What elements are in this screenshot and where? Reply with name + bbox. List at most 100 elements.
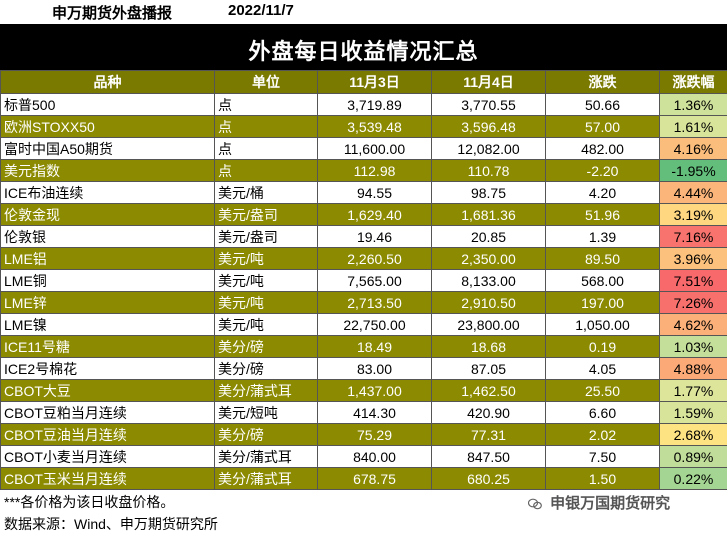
cell-unit: 美分/蒲式耳 bbox=[214, 467, 318, 490]
cell-name: LME铜 bbox=[0, 269, 215, 292]
cell-change: 51.96 bbox=[545, 203, 660, 226]
cell-day1: 22,750.00 bbox=[317, 313, 432, 336]
col-header-pct: 涨跌幅 bbox=[659, 70, 727, 94]
cell-change: 197.00 bbox=[545, 291, 660, 314]
table-row: LME铜 美元/吨 7,565.00 8,133.00 568.00 7.51% bbox=[0, 269, 727, 292]
cell-day1: 840.00 bbox=[317, 445, 432, 468]
watermark-text: 申银万国期货研究 bbox=[550, 495, 671, 512]
cell-day1: 11,600.00 bbox=[317, 137, 432, 160]
col-header-change: 涨跌 bbox=[545, 70, 660, 94]
cell-name: CBOT豆油当月连续 bbox=[0, 423, 215, 446]
cell-name: ICE布油连续 bbox=[0, 181, 215, 204]
cell-day2: 98.75 bbox=[431, 181, 546, 204]
table-row: 美元指数点 112.98 110.78 -2.20 -1.95% bbox=[0, 159, 727, 182]
cell-day2: 2,350.00 bbox=[431, 247, 546, 270]
report-date: 2022/11/7 bbox=[228, 2, 294, 19]
cell-pct: 1.36% bbox=[659, 93, 727, 116]
col-header-day2: 11月4日 bbox=[431, 70, 546, 94]
cell-unit: 美元/盎司 bbox=[214, 225, 318, 248]
cell-change: 1.39 bbox=[545, 225, 660, 248]
cell-name: LME锌 bbox=[0, 291, 215, 314]
cell-name: 伦敦银 bbox=[0, 225, 215, 248]
cell-day1: 1,629.40 bbox=[317, 203, 432, 226]
cell-pct: 4.88% bbox=[659, 357, 727, 380]
cell-name: CBOT大豆 bbox=[0, 379, 215, 402]
report-header: 申万期货外盘播报 2022/11/7 bbox=[0, 0, 727, 24]
cell-unit: 美分/磅 bbox=[214, 423, 318, 446]
cell-day1: 7,565.00 bbox=[317, 269, 432, 292]
cell-pct: 4.62% bbox=[659, 313, 727, 336]
cell-day1: 3,539.48 bbox=[317, 115, 432, 138]
table-row: 富时中国A50期货点 11,600.00 12,082.00 482.00 4.16% bbox=[0, 137, 727, 160]
cell-day1: 94.55 bbox=[317, 181, 432, 204]
table-row: ICE2号棉花 美分/磅 83.00 87.05 4.05 4.88% bbox=[0, 357, 727, 380]
table-row: LME铝 美元/吨 2,260.50 2,350.00 89.50 3.96% bbox=[0, 247, 727, 270]
cell-name: ICE2号棉花 bbox=[0, 357, 215, 380]
wechat-icon bbox=[528, 498, 542, 510]
cell-day1: 2,260.50 bbox=[317, 247, 432, 270]
cell-change: 482.00 bbox=[545, 137, 660, 160]
cell-change: 89.50 bbox=[545, 247, 660, 270]
cell-unit: 点 bbox=[214, 137, 318, 160]
cell-change: 4.05 bbox=[545, 357, 660, 380]
cell-pct: 7.51% bbox=[659, 269, 727, 292]
table-row: 标普500 点 3,719.89 3,770.55 50.66 1.36% bbox=[0, 93, 727, 116]
col-header-name: 品种 bbox=[0, 70, 215, 94]
cell-day1: 414.30 bbox=[317, 401, 432, 424]
cell-pct: 0.89% bbox=[659, 445, 727, 468]
cell-day1: 19.46 bbox=[317, 225, 432, 248]
cell-day2: 20.85 bbox=[431, 225, 546, 248]
cell-day1: 18.49 bbox=[317, 335, 432, 358]
cell-name: 美元指数 bbox=[0, 159, 215, 182]
cell-day2: 2,910.50 bbox=[431, 291, 546, 314]
cell-pct: 0.22% bbox=[659, 467, 727, 490]
cell-unit: 美元/吨 bbox=[214, 313, 318, 336]
cell-day2: 18.68 bbox=[431, 335, 546, 358]
table-row: ICE11号糖 美分/磅 18.49 18.68 0.19 1.03% bbox=[0, 335, 727, 358]
cell-name: 富时中国A50期货 bbox=[0, 137, 215, 160]
col-header-day1: 11月3日 bbox=[317, 70, 432, 94]
table-row: ICE布油连续 美元/桶 94.55 98.75 4.20 4.44% bbox=[0, 181, 727, 204]
cell-name: LME铝 bbox=[0, 247, 215, 270]
cell-pct: 7.16% bbox=[659, 225, 727, 248]
table-row: LME锌 美元/吨 2,713.50 2,910.50 197.00 7.26% bbox=[0, 291, 727, 314]
table-row: CBOT豆粕当月连续 美元/短吨 414.30 420.90 6.60 1.59% bbox=[0, 401, 727, 424]
returns-table: 品种 单位 11月3日 11月4日 涨跌 涨跌幅 标普500 点 3,719.89 3… bbox=[0, 70, 727, 490]
cell-day2: 110.78 bbox=[431, 159, 546, 182]
cell-day2: 3,596.48 bbox=[431, 115, 546, 138]
table-header-row: 品种 单位 11月3日 11月4日 涨跌 涨跌幅 bbox=[0, 70, 727, 94]
cell-name: CBOT玉米当月连续 bbox=[0, 467, 215, 490]
cell-name: LME镍 bbox=[0, 313, 215, 336]
cell-pct: 1.77% bbox=[659, 379, 727, 402]
cell-day2: 3,770.55 bbox=[431, 93, 546, 116]
page-title: 外盘每日收益情况汇总 bbox=[248, 39, 479, 64]
cell-name: ICE11号糖 bbox=[0, 335, 215, 358]
cell-pct: 4.44% bbox=[659, 181, 727, 204]
cell-unit: 美元/盎司 bbox=[214, 203, 318, 226]
cell-pct: 2.68% bbox=[659, 423, 727, 446]
cell-change: 0.19 bbox=[545, 335, 660, 358]
cell-unit: 美元/短吨 bbox=[214, 401, 318, 424]
cell-pct: 3.96% bbox=[659, 247, 727, 270]
cell-day1: 1,437.00 bbox=[317, 379, 432, 402]
cell-change: 50.66 bbox=[545, 93, 660, 116]
cell-unit: 美分/蒲式耳 bbox=[214, 379, 318, 402]
cell-unit: 美元/桶 bbox=[214, 181, 318, 204]
cell-pct: 1.59% bbox=[659, 401, 727, 424]
cell-day2: 12,082.00 bbox=[431, 137, 546, 160]
report-brand: 申万期货外盘播报 bbox=[52, 5, 173, 22]
cell-change: 2.02 bbox=[545, 423, 660, 446]
cell-day2: 1,462.50 bbox=[431, 379, 546, 402]
table-body: 标普500 点 3,719.89 3,770.55 50.66 1.36% 欧洲STOXX5… bbox=[0, 93, 727, 490]
cell-name: CBOT小麦当月连续 bbox=[0, 445, 215, 468]
cell-name: 伦敦金现 bbox=[0, 203, 215, 226]
cell-pct: -1.95% bbox=[659, 159, 727, 182]
cell-unit: 美分/磅 bbox=[214, 335, 318, 358]
cell-change: 1,050.00 bbox=[545, 313, 660, 336]
cell-day2: 23,800.00 bbox=[431, 313, 546, 336]
cell-unit: 美元/吨 bbox=[214, 291, 318, 314]
cell-day1: 678.75 bbox=[317, 467, 432, 490]
cell-day2: 87.05 bbox=[431, 357, 546, 380]
cell-day1: 112.98 bbox=[317, 159, 432, 182]
price-note: ***各价格为该日收盘价格。 bbox=[4, 494, 175, 510]
